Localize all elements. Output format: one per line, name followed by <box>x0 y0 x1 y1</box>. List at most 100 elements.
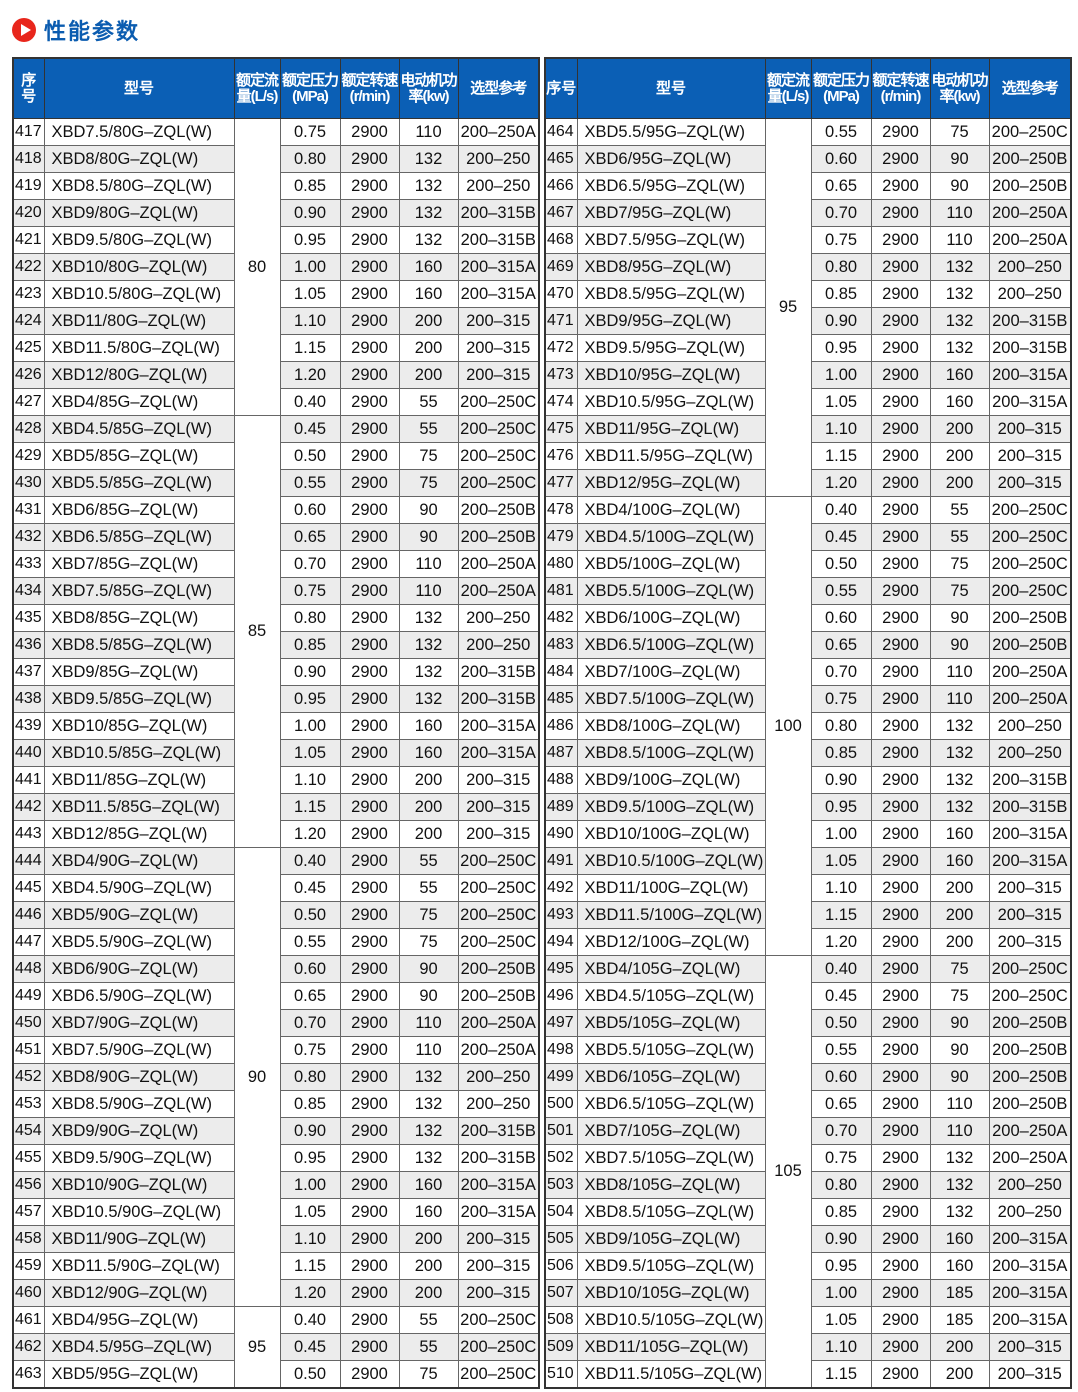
cell-speed: 2900 <box>339 739 400 767</box>
cell-speed: 2900 <box>339 550 400 578</box>
cell-model: XBD9.5/95G–ZQL(W) <box>576 334 766 362</box>
cell-seq: 475 <box>544 415 578 443</box>
cell-seq: 479 <box>544 523 578 551</box>
cell-seq: 419 <box>12 172 45 200</box>
table-row: 446 XBD5/90G–ZQL(W) 0.50 2900 75 200–250C <box>12 901 540 929</box>
cell-selection: 200–250C <box>457 874 540 902</box>
cell-seq: 446 <box>12 901 45 929</box>
cell-seq: 496 <box>544 982 578 1010</box>
cell-pressure: 0.95 <box>279 1144 341 1172</box>
cell-seq: 466 <box>544 172 578 200</box>
table-row: 437 XBD9/85G–ZQL(W) 0.90 2900 132 200–315B <box>12 658 540 686</box>
cell-pressure: 0.60 <box>810 145 872 173</box>
cell-flow: 95 <box>764 118 812 497</box>
cell-pressure: 1.20 <box>279 1279 341 1307</box>
cell-power: 132 <box>929 1171 990 1199</box>
cell-seq: 462 <box>12 1333 45 1361</box>
cell-selection: 200–315 <box>457 307 540 335</box>
cell-speed: 2900 <box>339 469 400 497</box>
cell-model: XBD8/90G–ZQL(W) <box>43 1063 235 1091</box>
cell-seq: 470 <box>544 280 578 308</box>
cell-speed: 2900 <box>870 280 931 308</box>
table-row: 428 XBD4.5/85G–ZQL(W) 85 0.45 2900 55 200–250C <box>12 415 540 848</box>
cell-power: 200 <box>398 1225 459 1253</box>
cell-power: 132 <box>398 658 459 686</box>
cell-pressure: 0.60 <box>810 604 872 632</box>
cell-model: XBD10.5/105G–ZQL(W) <box>576 1306 766 1334</box>
cell-power: 160 <box>929 820 990 848</box>
cell-speed: 2900 <box>339 199 400 227</box>
cell-pressure: 1.20 <box>810 469 872 497</box>
table-row: 421 XBD9.5/80G–ZQL(W) 0.95 2900 132 200–315B <box>12 226 540 254</box>
cell-speed: 2900 <box>339 820 400 848</box>
cell-speed: 2900 <box>339 1306 400 1334</box>
cell-power: 185 <box>929 1279 990 1307</box>
table-row: 457 XBD10.5/90G–ZQL(W) 1.05 2900 160 200–315A <box>12 1198 540 1226</box>
cell-speed: 2900 <box>870 1360 931 1389</box>
cell-pressure: 0.55 <box>810 1036 872 1064</box>
table-row: 427 XBD4/85G–ZQL(W) 0.40 2900 55 200–250C <box>12 388 540 416</box>
cell-pressure: 0.95 <box>810 793 872 821</box>
cell-speed: 2900 <box>339 334 400 362</box>
cell-seq: 484 <box>544 658 578 686</box>
header-flow: 额定流量(L/s) <box>764 57 812 119</box>
cell-selection: 200–250B <box>988 172 1072 200</box>
cell-model: XBD12/95G–ZQL(W) <box>576 469 766 497</box>
cell-selection: 200–250C <box>457 415 540 443</box>
cell-model: XBD10/105G–ZQL(W) <box>576 1279 766 1307</box>
cell-selection: 200–250B <box>457 496 540 524</box>
cell-power: 110 <box>398 550 459 578</box>
cell-model: XBD12/85G–ZQL(W) <box>43 820 235 848</box>
cell-pressure: 0.65 <box>810 631 872 659</box>
table-row: 501 XBD7/105G–ZQL(W) 0.70 2900 110 200–250A <box>544 1117 1072 1145</box>
cell-selection: 200–315B <box>457 199 540 227</box>
cell-selection: 200–250C <box>988 523 1072 551</box>
cell-pressure: 0.75 <box>279 1036 341 1064</box>
cell-seq: 485 <box>544 685 578 713</box>
table-row: 433 XBD7/85G–ZQL(W) 0.70 2900 110 200–250A <box>12 550 540 578</box>
cell-power: 90 <box>929 604 990 632</box>
cell-selection: 200–250 <box>457 1090 540 1118</box>
cell-selection: 200–250 <box>457 604 540 632</box>
cell-power: 132 <box>929 1144 990 1172</box>
cell-pressure: 0.55 <box>810 118 872 146</box>
cell-seq: 444 <box>12 847 45 875</box>
cell-power: 160 <box>929 1225 990 1253</box>
cell-pressure: 0.45 <box>810 982 872 1010</box>
cell-selection: 200–315 <box>457 793 540 821</box>
cell-speed: 2900 <box>339 1252 400 1280</box>
cell-power: 132 <box>929 766 990 794</box>
cell-pressure: 1.15 <box>810 901 872 929</box>
cell-selection: 200–250C <box>988 550 1072 578</box>
cell-pressure: 0.85 <box>279 1090 341 1118</box>
table-row: 509 XBD11/105G–ZQL(W) 1.10 2900 200 200–315 <box>544 1333 1072 1361</box>
cell-seq: 457 <box>12 1198 45 1226</box>
cell-seq: 490 <box>544 820 578 848</box>
cell-selection: 200–315 <box>988 1333 1072 1361</box>
cell-model: XBD8/80G–ZQL(W) <box>43 145 235 173</box>
cell-seq: 493 <box>544 901 578 929</box>
table-row: 505 XBD9/105G–ZQL(W) 0.90 2900 160 200–315A <box>544 1225 1072 1253</box>
cell-seq: 447 <box>12 928 45 956</box>
cell-power: 200 <box>398 793 459 821</box>
cell-selection: 200–250B <box>457 523 540 551</box>
cell-speed: 2900 <box>339 604 400 632</box>
header-selection: 选型参考 <box>457 57 540 119</box>
table-row: 507 XBD10/105G–ZQL(W) 1.00 2900 185 200–315A <box>544 1279 1072 1307</box>
cell-seq: 455 <box>12 1144 45 1172</box>
cell-speed: 2900 <box>339 658 400 686</box>
table-row: 455 XBD9.5/90G–ZQL(W) 0.95 2900 132 200–315B <box>12 1144 540 1172</box>
cell-speed: 2900 <box>870 1009 931 1037</box>
cell-pressure: 0.60 <box>810 1063 872 1091</box>
cell-power: 160 <box>398 739 459 767</box>
cell-selection: 200–250A <box>988 1144 1072 1172</box>
cell-power: 75 <box>929 577 990 605</box>
cell-selection: 200–315 <box>457 1252 540 1280</box>
cell-pressure: 0.45 <box>279 1333 341 1361</box>
cell-pressure: 0.45 <box>810 523 872 551</box>
cell-pressure: 0.75 <box>279 577 341 605</box>
cell-pressure: 0.75 <box>279 118 341 146</box>
cell-seq: 494 <box>544 928 578 956</box>
cell-model: XBD4/100G–ZQL(W) <box>576 496 766 524</box>
cell-pressure: 0.80 <box>810 1171 872 1199</box>
